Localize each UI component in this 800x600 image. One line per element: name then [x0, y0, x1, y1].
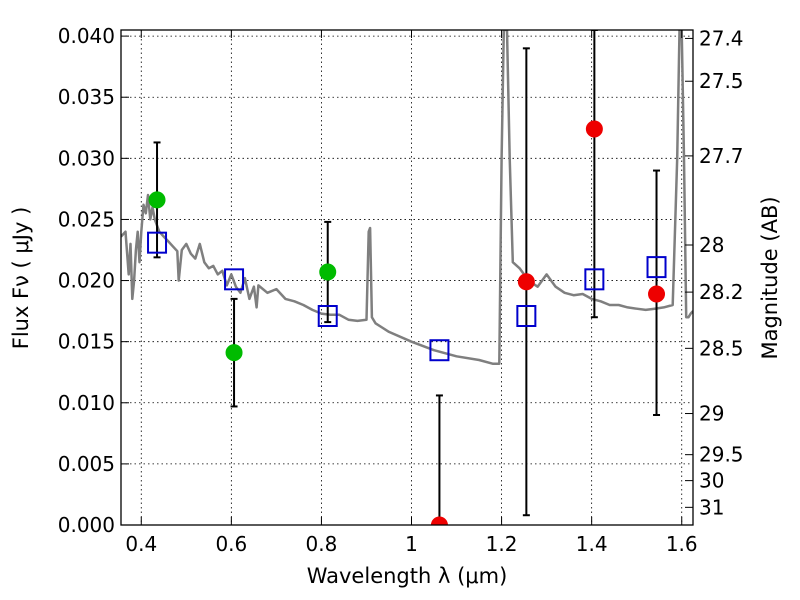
- data-markers: [147, 120, 667, 525]
- model-box: [429, 339, 450, 362]
- model-box: [646, 256, 667, 279]
- model-box: [516, 305, 537, 327]
- x-tick-label: 1: [405, 532, 418, 556]
- y2-axis-label: Magnitude (AB): [758, 196, 782, 359]
- red-data-point: [585, 120, 603, 138]
- grid: [121, 30, 693, 526]
- y2-tick-label: 29: [699, 402, 724, 426]
- green-data-point: [319, 263, 337, 281]
- model-box: [584, 268, 605, 291]
- plot-frame: [120, 29, 694, 526]
- axis-ticks: 0.4 0.6 0.8 1 1.2 1.4 1.6 0.000 0.005 0.010 0.015 0…: [58, 24, 744, 556]
- x-tick-label: 1.6: [666, 532, 698, 556]
- red-data-point: [517, 273, 535, 291]
- y-tick-label: 0.025: [58, 207, 115, 231]
- y-tick-label: 0.020: [58, 269, 115, 293]
- y2-tick-label: 27.7: [699, 144, 744, 168]
- y2-tick-label: 28: [699, 233, 724, 257]
- y-tick-label: 0.040: [58, 24, 115, 48]
- y-tick-label: 0.030: [58, 146, 115, 170]
- y-tick-label: 0.015: [58, 330, 115, 354]
- y-tick-label: 0.000: [58, 513, 115, 537]
- model-box: [224, 268, 245, 291]
- model-box: [317, 305, 338, 327]
- green-data-point: [225, 344, 243, 362]
- x-tick-label: 1.2: [486, 532, 518, 556]
- y2-tick-label: 29.5: [699, 443, 744, 467]
- y-tick-label: 0.035: [58, 85, 115, 109]
- y2-tick-label: 28.2: [699, 280, 744, 304]
- y-tick-label: 0.005: [58, 452, 115, 476]
- x-tick-label: 1.4: [576, 532, 608, 556]
- model-spectrum: [121, 30, 693, 365]
- y-axis-label: Flux Fν ( μJy ): [9, 207, 33, 350]
- x-axis-label: Wavelength λ (μm): [307, 564, 508, 588]
- red-data-point: [648, 285, 666, 303]
- red-data-point: [430, 516, 448, 525]
- y2-tick-label: 27.4: [699, 26, 744, 50]
- spectrum-line: [121, 30, 693, 365]
- y2-tick-label: 27.5: [699, 69, 744, 93]
- y2-tick-label: 30: [699, 469, 724, 493]
- green-data-point: [148, 191, 166, 209]
- x-tick-label: 0.6: [215, 532, 247, 556]
- y2-tick-label: 31: [699, 495, 724, 519]
- model-box: [147, 231, 168, 254]
- x-tick-label: 0.8: [306, 532, 338, 556]
- y2-tick-label: 28.5: [699, 336, 744, 360]
- y-tick-label: 0.010: [58, 391, 115, 415]
- x-tick-label: 0.4: [125, 532, 157, 556]
